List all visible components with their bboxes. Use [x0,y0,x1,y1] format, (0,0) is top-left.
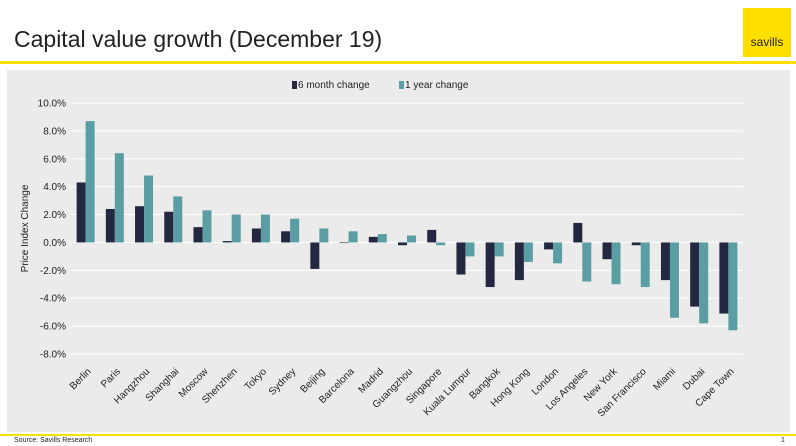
bar-1-year [553,242,563,264]
bar-6-month [193,227,203,243]
logo-text: savills [750,35,784,49]
bar-6-month [602,242,612,260]
bar-1-year [85,121,95,243]
bar-6-month [719,242,729,314]
bar-6-month [339,242,349,244]
bar-6-month [631,242,641,246]
bar-1-year [144,175,154,243]
bar-6-month [573,222,583,243]
bar-1-year [465,242,475,257]
x-tick-label: Tokyo [243,366,270,393]
y-tick-label: -6.0% [40,322,66,333]
bar-6-month [544,242,554,250]
bar-6-month [222,241,232,243]
bar-1-year [523,242,533,262]
bar-1-year [377,234,387,243]
bar-1-year [260,214,270,243]
bar-1-year [348,231,358,243]
bar-6-month [660,242,670,281]
bar-6-month [281,231,291,243]
y-tick-label: -8.0% [40,350,66,361]
legend-label-1-year: 1 year change [405,80,469,91]
y-tick-label: -4.0% [40,294,66,305]
bar-6-month [164,211,174,243]
bar-1-year [436,242,446,246]
page-title: Capital value growth (December 19) [14,26,383,52]
bar-1-year [114,153,124,243]
bar-6-month [485,242,495,288]
legend-label-6-month: 6 month change [298,80,370,91]
page-number: 1 [781,437,785,444]
y-tick-label: 8.0% [43,126,66,137]
bar-chart: 10.0% 8.0% 6.0% 4.0% 2.0% 0.0% -2.0% -4.0% -6.0%… [20,80,743,419]
legend-swatch-1-year [399,81,404,89]
bar-6-month [251,228,261,243]
bar-1-year [231,214,241,243]
y-tick-label: 2.0% [43,210,66,221]
bar-1-year [640,242,650,288]
x-tick-label: Miami [651,366,678,393]
savills-logo: savills [743,8,791,57]
bar-6-month [368,236,378,243]
header-divider [0,61,796,64]
bar-6-month [398,242,407,246]
bar-1-year [407,235,416,243]
x-tick-label: Berlin [68,366,94,392]
y-tick-label: -2.0% [40,266,66,277]
bar-6-month [456,242,466,275]
bar-6-month [76,182,86,243]
bar-1-year [669,242,679,318]
x-tick-label: Sydney [267,366,298,397]
bar-6-month [310,242,320,269]
y-tick-label: 10.0% [38,99,66,110]
bar-1-year [202,210,212,243]
bar-6-month [135,206,145,243]
chart-panel: 10.0% 8.0% 6.0% 4.0% 2.0% 0.0% -2.0% -4.0% -6.0%… [7,70,790,432]
bar-1-year [319,228,329,243]
bar-1-year [728,242,738,331]
bar-1-year [290,218,300,243]
bar-1-year [173,196,183,243]
bar-6-month [690,242,700,307]
y-axis-title: Price Index Change [20,184,31,272]
legend-swatch-6-month [292,81,297,89]
x-tick-label: Dubai [681,366,707,392]
y-tick-label: 0.0% [43,238,66,249]
bar-6-month [514,242,524,281]
source-note: Source: Savills Research [14,437,93,444]
bar-6-month [105,208,115,243]
y-tick-label: 4.0% [43,182,66,193]
bar-1-year [494,242,504,257]
bar-1-year [582,242,592,282]
bar-6-month [427,229,437,243]
y-tick-label: 6.0% [43,154,66,165]
bar-1-year [699,242,709,324]
footer-divider [0,434,796,436]
bar-1-year [611,242,621,285]
x-tick-label: Paris [99,366,123,390]
